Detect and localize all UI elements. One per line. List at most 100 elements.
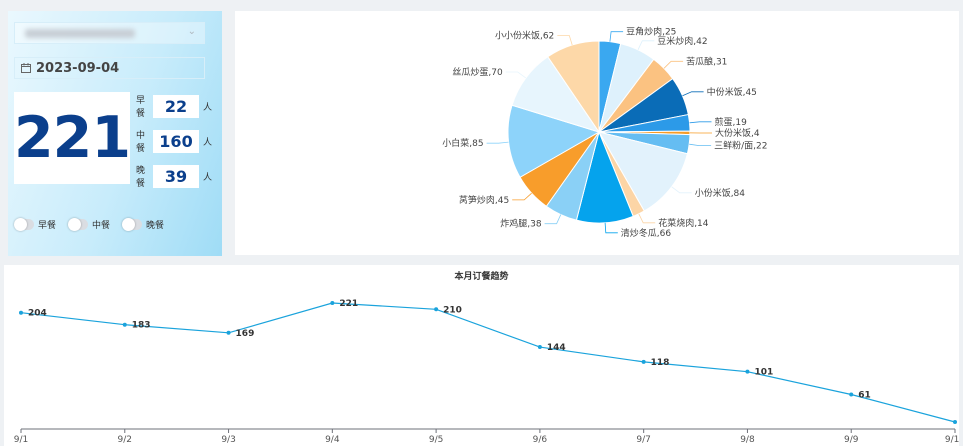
calendar-icon <box>21 63 31 73</box>
trend-point[interactable] <box>122 322 127 327</box>
trend-point[interactable] <box>537 345 542 350</box>
trend-data-label: 144 <box>547 343 566 353</box>
x-axis-tick-label: 9/4 <box>325 435 340 445</box>
date-picker[interactable]: 2023-09-04 <box>14 57 205 79</box>
breakfast-unit: 人 <box>203 102 213 113</box>
pie-label-line <box>637 40 655 50</box>
pie-label-line <box>682 91 704 97</box>
chevron-down-icon[interactable]: ⌄ <box>187 26 196 37</box>
meal-toggles: 早餐 中餐 晚餐 <box>14 218 176 231</box>
pie-slice-label: 小小份米饭,62 <box>495 30 554 42</box>
pie-slice[interactable] <box>547 40 600 134</box>
x-axis-tick-label: 9/2 <box>118 435 132 445</box>
pie-slice-label: 中份米饭,45 <box>707 86 757 98</box>
pie-label-line <box>544 214 562 225</box>
total-orders-value: 221 <box>14 105 131 171</box>
lunch-count: 160 <box>153 129 199 153</box>
trend-data-label: 204 <box>28 309 47 319</box>
toggle-switch[interactable] <box>122 218 143 231</box>
trend-chart-title: 本月订餐趋势 <box>454 272 509 282</box>
pie-slice-label: 花菜烧肉,14 <box>658 217 709 229</box>
trend-data-label: 101 <box>754 368 773 378</box>
trend-point[interactable] <box>434 307 439 312</box>
pie-slice-label: 苦瓜酿,31 <box>686 55 727 67</box>
toggle-lunch[interactable]: 中餐 <box>68 218 110 231</box>
toggle-dinner[interactable]: 晚餐 <box>122 218 164 231</box>
toggle-breakfast[interactable]: 早餐 <box>14 218 56 231</box>
pie-slice-label: 三鲜粉/面,22 <box>714 140 767 152</box>
toggle-knob <box>68 218 82 231</box>
breakfast-count: 22 <box>153 94 199 118</box>
pie-label-line <box>609 31 624 42</box>
toggle-label: 中餐 <box>92 221 111 231</box>
monthly-trend-chart: 9/1 9/2 9/3 9/4 9/5 9/6 9/7 9/8 9/9 9/10 204 183 169… <box>14 299 959 445</box>
pie-slice-label: 丝瓜炒蛋,70 <box>452 66 503 78</box>
pie-slice-label: 清炒冬瓜,66 <box>621 227 672 239</box>
dinner-count: 39 <box>153 164 199 188</box>
x-axis-tick-label: 9/6 <box>533 435 548 445</box>
toggle-knob <box>122 218 136 231</box>
toggle-switch[interactable] <box>68 218 89 231</box>
pie-label-line <box>604 222 618 234</box>
trend-data-label: 61 <box>858 391 871 401</box>
trend-point[interactable] <box>953 420 957 424</box>
trend-data-label: 183 <box>132 321 151 331</box>
pie-slice-label: 大份米饭,4 <box>715 127 760 139</box>
pie-label-line <box>689 143 712 147</box>
pie-label-line <box>486 141 509 144</box>
pie-slice[interactable] <box>597 131 688 212</box>
total-orders-box: 221 <box>14 92 131 184</box>
trend-point[interactable] <box>226 330 231 335</box>
trend-data-label: 118 <box>651 358 670 368</box>
dinner-unit: 人 <box>203 172 213 183</box>
lunch-unit: 人 <box>203 137 213 148</box>
x-axis-tick-label: 9/8 <box>740 435 755 445</box>
trend-point[interactable] <box>330 301 335 305</box>
monthly-trend-panel: 本月订餐趋势 9/1 9/2 9/3 9/4 9/5 9/6 9/7 9/8 9/9 9/10 20… <box>4 265 959 446</box>
trend-point[interactable] <box>849 392 854 397</box>
trend-point[interactable] <box>745 369 750 374</box>
x-axis-tick-label: 9/7 <box>636 435 650 445</box>
pie-label-line <box>638 213 656 224</box>
dish-pie-panel: 豆角炒肉,25 豆米炒肉,42 苦瓜酿,31 中份米饭,45 煎蛋,19 大份米饭,4 三鲜… <box>235 11 959 255</box>
pie-label-line <box>557 35 573 46</box>
trend-data-label: 169 <box>236 329 255 339</box>
trend-point[interactable] <box>19 310 23 315</box>
blurred-selected-value <box>25 29 135 38</box>
pie-label-line <box>505 71 527 79</box>
trend-point[interactable] <box>641 359 646 364</box>
pie-label-line <box>689 121 712 124</box>
x-axis-tick-label: 9/10 <box>945 435 959 445</box>
toggle-label: 早餐 <box>38 221 57 231</box>
lunch-row: 中餐 160 人 <box>136 128 212 154</box>
pie-slice-label: 小白菜,85 <box>442 137 483 149</box>
pie-slice-label: 煎蛋,19 <box>715 116 748 128</box>
lunch-label: 中餐 <box>136 131 146 154</box>
pie-slice-label: 豆角炒肉,25 <box>626 26 676 38</box>
toggle-switch[interactable] <box>14 218 34 231</box>
pie-label-line <box>512 192 532 201</box>
pie-slice-label: 莴笋炒肉,45 <box>459 194 509 206</box>
pie-label-line <box>663 60 684 69</box>
x-axis-tick-label: 9/5 <box>429 435 443 445</box>
x-axis-tick-label: 9/1 <box>14 435 28 445</box>
trend-data-label: 221 <box>339 299 358 309</box>
selected-date: 2023-09-04 <box>36 60 120 76</box>
canteen-select[interactable]: ⌄ <box>14 22 205 44</box>
x-axis-tick-label: 9/9 <box>844 435 859 445</box>
toggle-knob <box>14 218 27 231</box>
daily-stats-panel: ⌄ 2023-09-04 221 早餐 22 人 中餐 160 人 晚餐 39 … <box>8 11 222 256</box>
breakfast-row: 早餐 22 人 <box>136 93 212 119</box>
pie-slice-label: 炸鸡腿,38 <box>500 218 542 230</box>
breakfast-label: 早餐 <box>136 96 146 119</box>
toggle-label: 晚餐 <box>146 221 165 231</box>
dinner-row: 晚餐 39 人 <box>136 163 212 189</box>
x-axis-tick-label: 9/3 <box>221 435 235 445</box>
dinner-label: 晚餐 <box>136 166 146 189</box>
pie-label-line <box>671 186 692 194</box>
trend-line <box>20 302 956 423</box>
trend-data-label: 210 <box>443 305 462 315</box>
pie-slice-label: 豆米炒肉,42 <box>657 35 707 47</box>
pie-slice-label: 小份米饭,84 <box>695 187 746 199</box>
